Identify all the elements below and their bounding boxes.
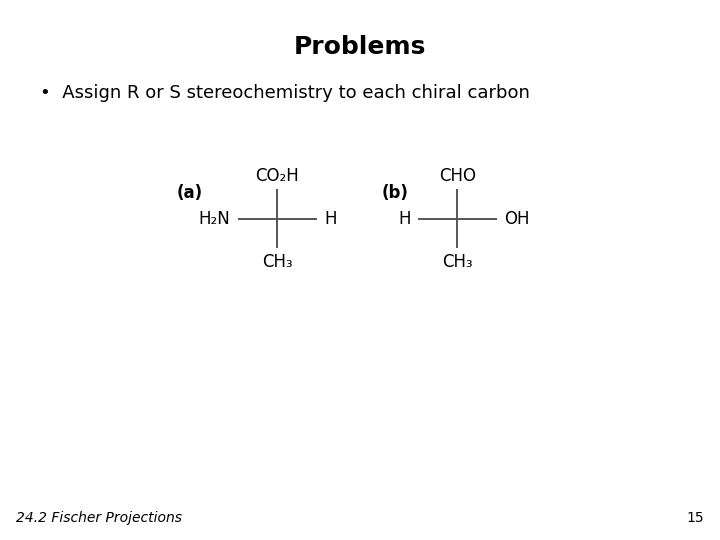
Text: H₂N: H₂N (199, 210, 230, 228)
Text: (b): (b) (382, 184, 408, 201)
Text: CH₃: CH₃ (262, 253, 292, 271)
Text: H: H (324, 210, 336, 228)
Text: 15: 15 (687, 511, 704, 525)
Text: •  Assign R or S stereochemistry to each chiral carbon: • Assign R or S stereochemistry to each … (40, 84, 529, 102)
Text: CH₃: CH₃ (442, 253, 472, 271)
Text: Problems: Problems (294, 35, 426, 59)
Text: H: H (398, 210, 410, 228)
Text: 24.2 Fischer Projections: 24.2 Fischer Projections (16, 511, 182, 525)
Text: CO₂H: CO₂H (256, 167, 299, 185)
Text: OH: OH (504, 210, 529, 228)
Text: CHO: CHO (438, 167, 476, 185)
Text: (a): (a) (176, 184, 202, 201)
